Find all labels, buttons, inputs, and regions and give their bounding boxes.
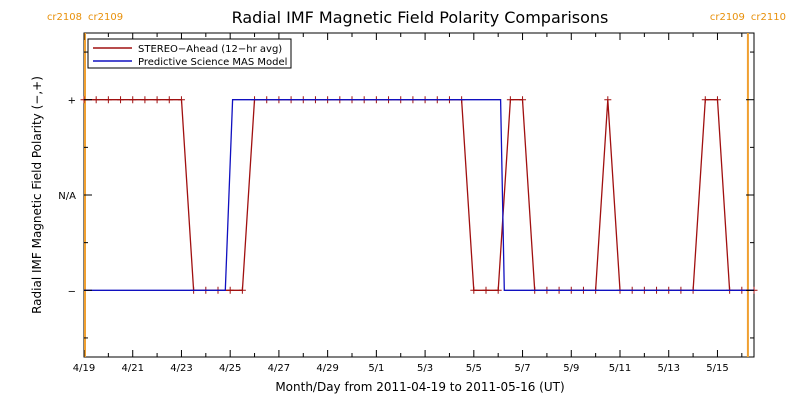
x-tick-label: 5/15 [706,363,728,374]
y-axis-label: Radial IMF Magnetic Field Polarity (−,+) [30,76,44,314]
carrington-label-left: cr2108 [47,12,82,23]
series-point-marker [506,96,514,104]
series-point-marker [104,96,112,104]
x-tick-label: 4/23 [170,363,192,374]
x-tick-label: 5/1 [368,363,384,374]
series-point-marker [238,286,246,294]
series-line-0 [84,99,754,291]
series-line-1 [84,99,754,291]
x-tick-label: 5/11 [609,363,631,374]
plot-frame-layer [83,32,755,358]
y-tick-label: + [68,96,76,107]
x-tick-label: 5/13 [657,363,679,374]
legend-label-model: Predictive Science MAS Model [138,57,287,68]
x-tick-label: 5/9 [563,363,579,374]
series-point-marker [141,96,149,104]
series-layer [80,96,758,294]
x-tick-label: 4/27 [268,363,290,374]
x-tick-label: 4/29 [316,363,338,374]
series-point-marker [482,286,490,294]
y-tick-label: − [68,286,76,297]
series-point-marker [165,96,173,104]
series-point-marker [226,286,234,294]
y-tick-label: N/A [58,191,76,202]
x-tick-label: 4/21 [121,363,143,374]
series-point-marker [470,286,478,294]
series-point-marker [701,96,709,104]
series-point-marker [713,96,721,104]
series-point-marker [92,96,100,104]
x-tick-label: 4/25 [219,363,241,374]
series-point-marker [604,96,612,104]
legend: STEREO−Ahead (12−hr avg) Predictive Scie… [87,38,292,69]
legend-box [87,38,292,69]
x-tick-label: 5/7 [514,363,530,374]
plot-area-border [83,32,755,358]
series-point-marker [153,96,161,104]
carrington-label-right: cr2110 [751,12,786,23]
x-tick-label: 5/3 [417,363,433,374]
axis-layer: 4/19 4/21 4/23 4/25 4/27 4/29 5/1 5/3 5/5 5/7 5/9 5… [58,33,754,374]
legend-label-stereo: STEREO−Ahead (12−hr avg) [138,44,282,55]
x-axis-label: Month/Day from 2011-04-19 to 2011-05-16 … [275,380,564,394]
chart-title: Radial IMF Magnetic Field Polarity Compa… [232,8,609,27]
series-point-marker [519,96,527,104]
series-point-marker [129,96,137,104]
x-tick-label: 5/5 [466,363,482,374]
series-point-marker [177,96,185,104]
carrington-label-left: cr2109 [710,12,745,23]
series-point-marker [117,96,125,104]
series-point-marker [494,286,502,294]
x-tick-label: 4/19 [73,363,95,374]
carrington-label-right: cr2109 [88,12,123,23]
